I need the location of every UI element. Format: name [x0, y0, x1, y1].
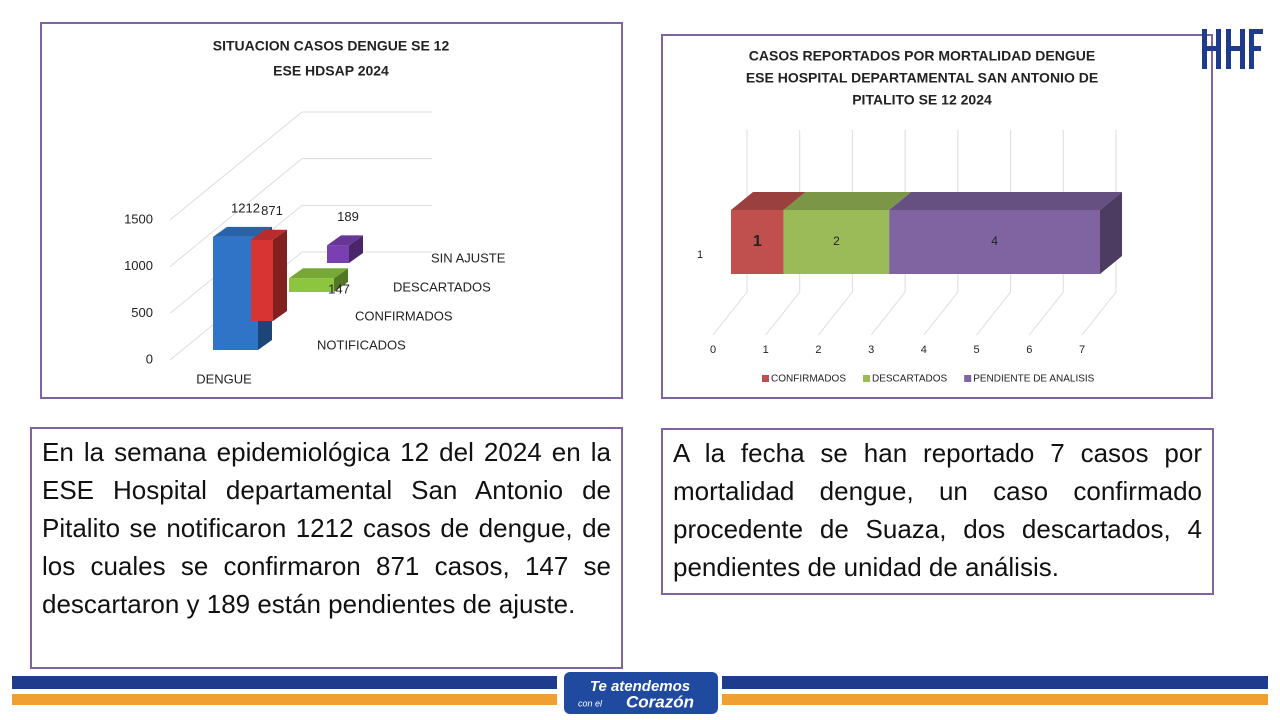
footer-bars [12, 672, 1268, 714]
bar-face [289, 278, 334, 292]
legend-swatch [863, 375, 870, 382]
bar [889, 192, 1122, 274]
chart-title: ESE HOSPITAL DEPARTAMENTAL SAN ANTONIO D… [746, 70, 1098, 86]
y-tick-label: 1500 [124, 211, 153, 226]
grid-line [765, 130, 801, 336]
y-tick-label: 0 [146, 351, 153, 366]
bar-face [213, 226, 272, 237]
data-label: 1 [753, 233, 762, 250]
bar-face [783, 192, 912, 210]
text-box: En la semana epidemiológica 12 del 2024 … [30, 427, 623, 669]
x-tick-label: 6 [1026, 344, 1032, 356]
x-tick-label: 1 [763, 344, 769, 356]
slogan: Te atendemos [590, 678, 690, 695]
bar-face [889, 210, 1100, 274]
bar [783, 192, 912, 274]
grid-line [712, 130, 748, 336]
grid-line [1028, 130, 1064, 336]
bar [289, 268, 348, 292]
chart-frame [40, 22, 623, 399]
legend-swatch [762, 375, 769, 382]
grid-line [169, 158, 432, 268]
bar-face [273, 229, 287, 321]
grid-line [169, 111, 432, 221]
legend-label: DESCARTADOS [872, 374, 948, 385]
bar [731, 192, 806, 274]
y-tick-label: 1 [697, 249, 703, 261]
bar [251, 229, 287, 321]
chart-title: PITALITO SE 12 2024 [852, 92, 992, 108]
bar-face [289, 268, 348, 279]
chart-title: ESE HDSAP 2024 [273, 63, 389, 79]
bar-face [731, 192, 806, 210]
bar-face [327, 245, 349, 263]
x-tick-label: 2 [815, 344, 821, 356]
data-label: 189 [337, 209, 359, 224]
bar-face [251, 229, 287, 240]
bar-face [327, 235, 363, 246]
series-label: CONFIRMADOS [355, 308, 453, 323]
series-label: DESCARTADOS [393, 279, 491, 294]
grid-line [818, 130, 853, 336]
grid-line [1081, 130, 1117, 336]
series-label: NOTIFICADOS [317, 337, 406, 352]
bar-face [731, 210, 784, 274]
bar-face [334, 268, 348, 292]
y-tick-label: 1000 [124, 258, 153, 273]
legend-swatch [964, 375, 972, 382]
slogan: Corazón [626, 692, 694, 711]
bar-face [889, 192, 1122, 210]
x-tick-label: 4 [921, 344, 927, 356]
data-label: 871 [261, 203, 283, 218]
bar [327, 235, 363, 263]
series-label: SIN AJUSTE [431, 250, 506, 265]
chart-title: CASOS REPORTADOS POR MORTALIDAD DENGUE [749, 48, 1095, 64]
data-label: 4 [991, 234, 998, 248]
text-box: A la fecha se han reportado 7 casos por … [661, 428, 1214, 595]
y-tick-label: 500 [131, 305, 153, 320]
data-label: 1212 [231, 200, 260, 215]
x-tick-label: DENGUE [196, 371, 252, 386]
grid-line [923, 130, 959, 336]
x-tick-label: 3 [868, 344, 874, 356]
legend-label: PENDIENTE DE ANALISIS [973, 374, 1094, 385]
grid-line [976, 130, 1012, 336]
bar-face [1100, 192, 1122, 274]
bar-face [213, 236, 258, 350]
bar-face [251, 239, 273, 321]
data-label: 147 [328, 282, 350, 297]
chart-title: SITUACION CASOS DENGUE SE 12 [213, 38, 450, 54]
slogan: con el [578, 698, 603, 708]
x-tick-label: 7 [1079, 344, 1085, 356]
x-tick-label: 0 [710, 344, 716, 356]
bar-face [783, 210, 890, 274]
data-label: 2 [833, 234, 840, 248]
logo [1202, 29, 1263, 69]
bar-face [349, 235, 363, 263]
legend-label: CONFIRMADOS [771, 374, 846, 385]
x-tick-label: 5 [974, 344, 980, 356]
grid-line [870, 130, 906, 336]
